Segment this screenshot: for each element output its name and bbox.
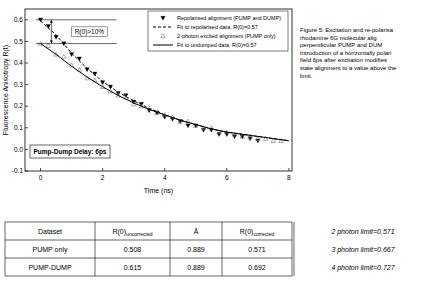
table-rule	[5, 258, 292, 259]
y-tick	[25, 84, 28, 85]
data-point	[62, 54, 66, 58]
y-tick-label: 0.4	[14, 59, 23, 66]
legend-symbol	[153, 45, 173, 46]
caption-line: limit.	[300, 73, 313, 79]
legend-symbol	[161, 34, 165, 38]
header-text: R(0)	[112, 228, 126, 236]
header-sub: uncorrected	[126, 231, 153, 237]
limit-text: 3 photon limit=0.667	[331, 246, 395, 254]
limit-text: 2 photon limit=0.571	[330, 228, 394, 236]
legend-entry: Fit to undumped data, R(0)=0.57	[177, 42, 257, 48]
caption-line: state alignment to a value above the	[300, 65, 397, 71]
y-tick-label: 0.3	[14, 81, 23, 88]
caption-line: field 6ps after excitation modifies	[300, 57, 387, 63]
table-rule	[5, 222, 6, 276]
y-tick	[25, 41, 28, 42]
caption-line: rhodamine 6G molecular alig	[300, 35, 377, 41]
legend-entry: 2-photon excited alignment (PUMP only)	[177, 33, 276, 39]
y-tick	[25, 19, 28, 20]
y-tick-label: 0.6	[14, 16, 23, 23]
x-tick	[226, 168, 227, 171]
table-rule	[292, 222, 293, 276]
table-rule	[222, 222, 223, 276]
annotation-box	[72, 27, 108, 36]
annotation-box	[30, 145, 110, 158]
y-tick	[25, 63, 28, 64]
table-cell: 0.571	[248, 246, 266, 253]
x-tick	[288, 168, 289, 171]
table-rule	[5, 240, 292, 241]
legend-box	[148, 11, 288, 51]
table-header: R(0)uncorrected	[112, 228, 152, 237]
y-tick-label: 0.1	[14, 124, 23, 131]
plot-frame	[25, 9, 292, 171]
table-cell: 0.889	[187, 246, 205, 253]
legend-entry: Repolarised alignment (PUMP and DUMP)	[177, 15, 281, 21]
x-tick	[40, 168, 41, 171]
table-cell: 0.615	[124, 264, 142, 271]
data-point	[46, 44, 50, 48]
table-cell: PUMP only	[33, 246, 68, 254]
annotation-line	[36, 19, 117, 20]
annotation: Pump-Dump Delay: 6ps	[34, 148, 107, 156]
table-rule	[170, 222, 171, 276]
y-tick	[25, 127, 28, 128]
y-tick-label: 0.0	[14, 146, 23, 153]
x-tick-label: 0	[39, 174, 43, 181]
header-sub: corrected	[253, 231, 274, 237]
table-rule	[294, 222, 295, 276]
data-point	[186, 124, 190, 128]
y-tick-label: -0.1	[12, 167, 24, 174]
legend-symbol	[153, 27, 173, 28]
x-tick	[164, 168, 165, 171]
x-tick	[102, 168, 103, 171]
x-axis-label: Time (ns)	[144, 187, 173, 195]
x-tick-label: 4	[163, 174, 167, 181]
table-rule	[5, 276, 292, 277]
legend-symbol	[161, 16, 165, 20]
annotation-line	[36, 43, 117, 44]
table-cell: 0.508	[124, 246, 142, 253]
y-tick-label: 0.2	[14, 102, 23, 109]
caption-line: perpendicular PUMP and DUM	[300, 42, 382, 48]
caption-line: Figure 5: Excitation and re-polarisa	[300, 27, 394, 33]
fit-line	[41, 44, 289, 141]
table-header: Ā	[194, 228, 199, 235]
table-rule	[95, 222, 96, 276]
y-tick	[25, 171, 28, 172]
table-cell: PUMP-DUMP	[28, 264, 71, 271]
table-rule	[5, 222, 292, 223]
y-tick	[25, 106, 28, 107]
data-point	[54, 35, 58, 39]
table-header: Dataset	[38, 228, 62, 235]
arrow-head	[50, 20, 53, 23]
y-axis-label: Fluorescence Anisotropy R(t)	[2, 45, 10, 135]
limit-text: 4 photon limit=0.727	[331, 264, 395, 272]
page: -0.1 0.0 0.1 0.2 0.3 0.4 0.5 0.6 0 2 4 6 8 Time (ns) F…	[0, 0, 431, 286]
y-tick	[25, 149, 28, 150]
table-cell: 0.692	[248, 264, 266, 271]
data-point	[240, 135, 244, 139]
annotation: R(0)>10%	[75, 28, 105, 36]
table-header: R(0)corrected	[240, 228, 275, 237]
caption-line: Introduction of a horizontally polari	[300, 50, 391, 56]
x-tick-label: 2	[101, 174, 105, 181]
arrow-head	[50, 41, 53, 44]
x-tick-label: 8	[287, 174, 291, 181]
legend-entry: Fit to repolarised data, R(0)=0.57	[177, 24, 258, 30]
table-cell: 0.889	[187, 264, 205, 271]
x-tick-label: 6	[225, 174, 229, 181]
header-text: R(0)	[240, 228, 254, 236]
annotation-arrow	[51, 22, 52, 42]
y-tick-label: 0.5	[14, 38, 23, 45]
